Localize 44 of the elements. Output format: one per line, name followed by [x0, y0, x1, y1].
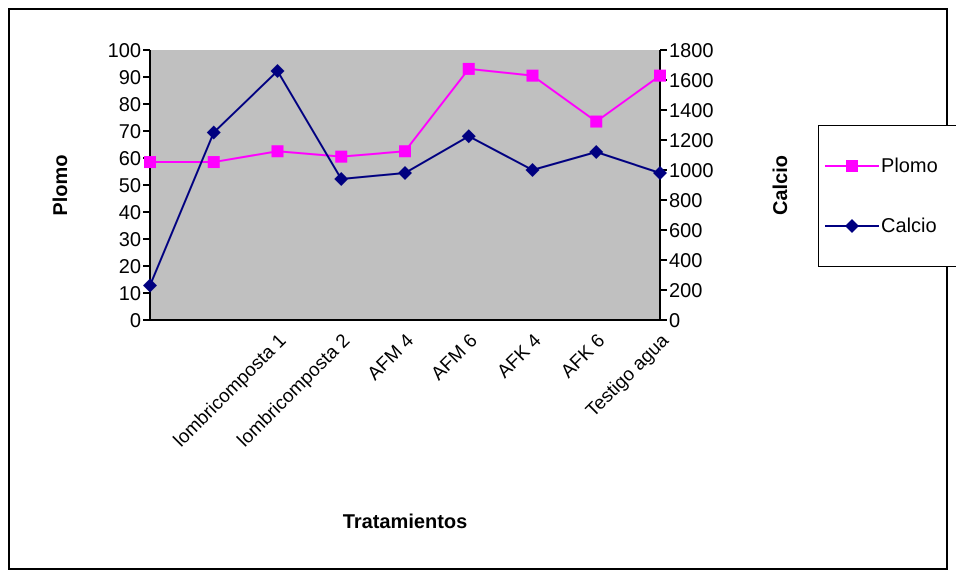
- y2-tick-label: 1600: [669, 70, 714, 92]
- point: [590, 116, 602, 128]
- point: [526, 70, 538, 82]
- point: [526, 163, 540, 177]
- point: [398, 166, 412, 180]
- y-tick-label: 70: [118, 121, 141, 144]
- point: [335, 150, 348, 163]
- point: [654, 70, 666, 82]
- y2-tick-label: 200: [669, 280, 702, 302]
- point: [206, 126, 221, 140]
- y2-tick-label: 0: [669, 310, 680, 332]
- y2-tick-label: 1800: [669, 40, 714, 62]
- point: [589, 145, 604, 159]
- point: [334, 172, 348, 186]
- point: [462, 129, 476, 144]
- point: [462, 62, 475, 75]
- point: [653, 166, 667, 180]
- y-tick-label: 30: [118, 229, 141, 252]
- point: [143, 278, 157, 292]
- y-tick-label: 60: [118, 148, 141, 170]
- y2-tick-label: 600: [669, 220, 702, 242]
- point: [399, 145, 411, 158]
- y-tick-label: 50: [118, 175, 141, 198]
- y-tick-label: 20: [118, 256, 141, 278]
- point: [208, 156, 220, 168]
- y-tick-label: 90: [118, 67, 141, 90]
- y-tick-label: 100: [108, 40, 141, 62]
- y2-tick-label: 1200: [669, 130, 714, 152]
- y2-axis-title: Calcio: [770, 154, 792, 216]
- y2-tick-label: 1400: [669, 100, 714, 122]
- y-tick-label: 40: [118, 202, 141, 224]
- y2-tick-label: 400: [669, 250, 702, 272]
- y-tick-label: 0: [130, 310, 141, 332]
- x-axis-title: Tratamientos: [342, 511, 468, 533]
- legend-label: Plomo: [881, 154, 938, 178]
- y2-tick-label: 1000: [669, 160, 714, 182]
- y-tick-label: 80: [118, 94, 141, 116]
- point: [144, 156, 156, 168]
- y-tick-label: 10: [118, 283, 141, 306]
- y-axis-title: Plomo: [50, 154, 72, 216]
- y2-tick-label: 800: [669, 190, 702, 212]
- legend-label: Calcio: [881, 214, 937, 238]
- point: [270, 64, 284, 78]
- point: [272, 145, 284, 158]
